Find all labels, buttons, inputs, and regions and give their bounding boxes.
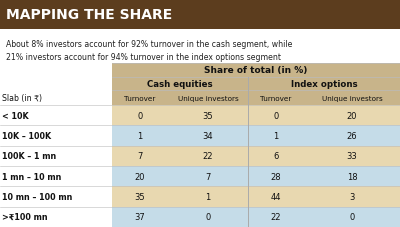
Text: 6: 6 — [273, 152, 279, 161]
Text: 33: 33 — [347, 152, 357, 161]
Text: 26: 26 — [347, 131, 357, 140]
Text: 20: 20 — [347, 111, 357, 120]
Text: 100K – 1 mn: 100K – 1 mn — [2, 152, 56, 161]
Text: About 8% investors account for 92% turnover in the cash segment, while: About 8% investors account for 92% turno… — [6, 40, 292, 49]
Text: 0: 0 — [137, 111, 143, 120]
Text: Share of total (in %): Share of total (in %) — [204, 66, 308, 75]
Text: 0: 0 — [349, 212, 355, 221]
Text: Unique investors: Unique investors — [178, 95, 238, 101]
Text: 35: 35 — [135, 192, 145, 201]
Bar — [112, 187, 400, 207]
Bar — [112, 106, 400, 126]
Text: Turnover: Turnover — [260, 95, 292, 101]
Text: Index options: Index options — [291, 79, 357, 89]
Text: 7: 7 — [137, 152, 143, 161]
Text: 1: 1 — [205, 192, 211, 201]
Text: 37: 37 — [135, 212, 145, 221]
Text: 10 mn – 100 mn: 10 mn – 100 mn — [2, 192, 72, 201]
Text: 0: 0 — [205, 212, 211, 221]
Text: 7: 7 — [205, 172, 211, 181]
Text: 44: 44 — [271, 192, 281, 201]
Text: Turnover: Turnover — [124, 95, 156, 101]
Text: 22: 22 — [203, 152, 213, 161]
Bar — [112, 166, 400, 187]
Bar — [0, 0, 400, 30]
Text: 1: 1 — [137, 131, 143, 140]
Text: 1: 1 — [273, 131, 279, 140]
Text: Unique investors: Unique investors — [322, 95, 382, 101]
Text: 34: 34 — [203, 131, 213, 140]
Text: 20: 20 — [135, 172, 145, 181]
Text: 1 mn – 10 mn: 1 mn – 10 mn — [2, 172, 61, 181]
Text: Cash equities: Cash equities — [147, 79, 213, 89]
Text: >₹100 mn: >₹100 mn — [2, 212, 48, 221]
Text: 28: 28 — [271, 172, 281, 181]
Bar — [112, 126, 400, 146]
Bar — [112, 146, 400, 166]
Bar — [112, 64, 400, 106]
Text: 22: 22 — [271, 212, 281, 221]
Text: 35: 35 — [203, 111, 213, 120]
Text: MAPPING THE SHARE: MAPPING THE SHARE — [6, 8, 172, 22]
Text: Slab (in ₹): Slab (in ₹) — [2, 94, 42, 103]
Text: 10K – 100K: 10K – 100K — [2, 131, 51, 140]
Text: 3: 3 — [349, 192, 355, 201]
Text: 18: 18 — [347, 172, 357, 181]
Text: 21% investors account for 94% turnover in the index options segment: 21% investors account for 94% turnover i… — [6, 52, 281, 61]
Text: 0: 0 — [273, 111, 279, 120]
Bar — [112, 207, 400, 227]
Text: < 10K: < 10K — [2, 111, 29, 120]
